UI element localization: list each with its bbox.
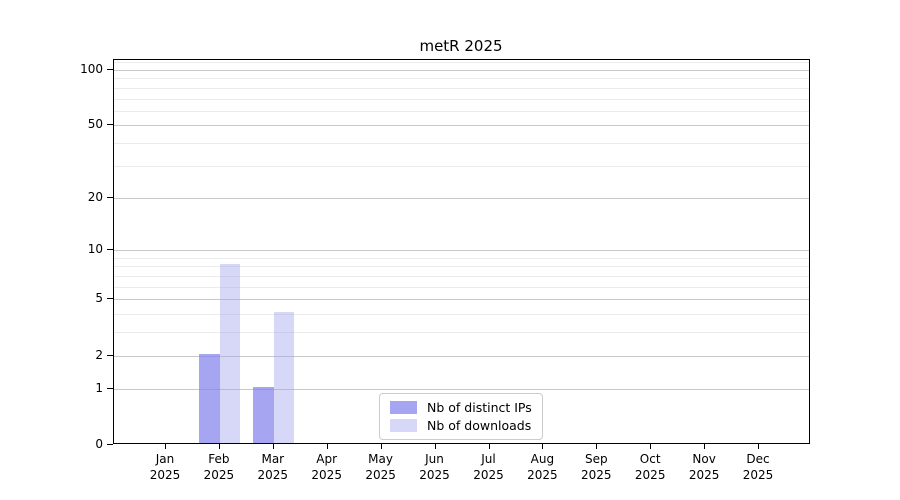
y-tick-label: 2 (95, 347, 103, 362)
y-tick-label: 10 (87, 242, 103, 257)
chart-title: metR 2025 (419, 37, 503, 55)
minor-gridline (114, 332, 809, 334)
legend-entry: Nb of downloads (390, 418, 532, 433)
x-tick-label: May 2025 (365, 452, 396, 482)
x-tick-label: Oct 2025 (634, 452, 666, 482)
gridlines-layer (114, 60, 809, 443)
minor-gridline (114, 286, 809, 288)
minor-gridline (114, 257, 809, 259)
y-tick-label: 1 (95, 380, 103, 395)
x-tick-label: Jun 2025 (419, 452, 450, 482)
minor-gridline (114, 87, 809, 89)
legend: Nb of distinct IPs Nb of downloads (379, 393, 543, 440)
x-tick-label: Jan 2025 (149, 452, 181, 482)
x-tick-mark (380, 444, 382, 449)
legend-swatch (390, 401, 417, 414)
x-tick-label: Jul 2025 (473, 452, 504, 482)
minor-gridline (114, 110, 809, 112)
legend-label: Nb of downloads (427, 418, 532, 433)
y-tick-label: 0 (95, 437, 103, 451)
bar (273, 312, 295, 443)
x-tick-label: Nov 2025 (688, 452, 720, 482)
legend-entry: Nb of distinct IPs (390, 400, 532, 415)
y-tick-mark (107, 444, 113, 445)
plot-area: Nb of distinct IPs Nb of downloads (113, 59, 810, 444)
major-gridline (114, 355, 809, 357)
major-gridline (114, 197, 809, 199)
minor-gridline (114, 143, 809, 145)
minor-gridline (114, 276, 809, 277)
major-gridline (114, 69, 809, 71)
x-tick-mark (650, 444, 652, 449)
x-tick-mark (326, 444, 328, 449)
major-gridline (114, 250, 809, 252)
major-gridline (114, 125, 809, 127)
x-tick-label: Feb 2025 (203, 452, 235, 482)
x-tick-label: Aug 2025 (527, 452, 558, 482)
minor-gridline (114, 98, 809, 100)
y-tick-label: 20 (87, 189, 103, 204)
major-gridline (114, 299, 809, 301)
x-tick-mark (165, 444, 166, 449)
bar (253, 386, 274, 443)
x-tick-label: Mar 2025 (257, 452, 289, 482)
legend-label: Nb of distinct IPs (427, 400, 532, 415)
minor-gridline (114, 165, 809, 167)
minor-gridline (114, 314, 809, 316)
bar (199, 353, 220, 443)
bar (219, 264, 241, 443)
minor-gridline (114, 78, 809, 80)
x-tick-label: Sep 2025 (581, 452, 612, 482)
x-tick-mark (272, 444, 274, 449)
x-tick-mark (488, 444, 490, 449)
x-tick-label: Apr 2025 (311, 452, 342, 482)
x-tick-mark (542, 444, 544, 449)
bars-layer (114, 60, 809, 443)
y-tick-label: 50 (87, 117, 103, 132)
x-tick-mark (704, 444, 706, 449)
legend-swatch (390, 419, 417, 432)
major-gridline (114, 388, 809, 390)
x-tick-mark (758, 444, 759, 449)
x-tick-mark (218, 444, 220, 449)
minor-gridline (114, 266, 809, 268)
x-tick-label: Dec 2025 (742, 452, 774, 482)
x-tick-mark (434, 444, 436, 449)
minor-gridline (114, 62, 809, 64)
y-tick-label: 5 (95, 291, 103, 306)
y-tick-label: 100 (80, 61, 103, 76)
x-tick-mark (596, 444, 598, 449)
